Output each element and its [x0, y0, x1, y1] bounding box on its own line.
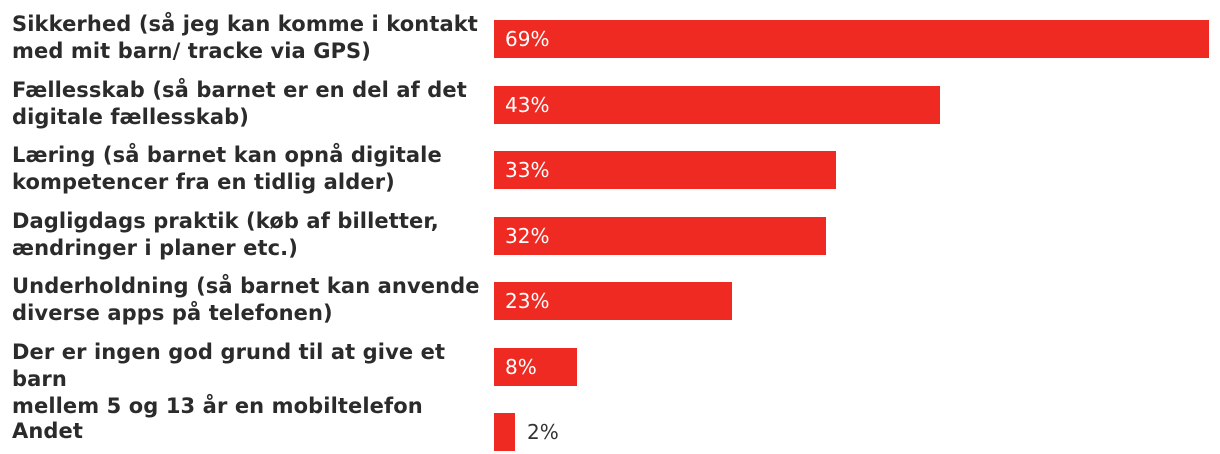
- bar: [494, 348, 577, 386]
- bar: [494, 151, 836, 189]
- category-label: Andet: [12, 419, 84, 443]
- value-label: 69%: [505, 27, 550, 51]
- value-label: 33%: [505, 158, 550, 182]
- category-label: Dagligdags praktik (køb af billetter, æn…: [12, 209, 439, 260]
- bar: [494, 86, 940, 124]
- category-label: Fællesskab (så barnet er en del af det d…: [12, 78, 467, 129]
- value-label: 2%: [527, 420, 559, 444]
- bar: [494, 20, 1209, 58]
- category-label: Sikkerhed (så jeg kan komme i kontakt me…: [12, 12, 478, 63]
- category-label: Læring (så barnet kan opnå digitale komp…: [12, 143, 442, 194]
- bar: [494, 413, 515, 451]
- value-label: 23%: [505, 289, 550, 313]
- category-label: Underholdning (så barnet kan anvende div…: [12, 274, 480, 325]
- bar: [494, 217, 826, 255]
- category-label: Der er ingen god grund til at give et ba…: [12, 340, 446, 418]
- value-label: 43%: [505, 93, 550, 117]
- value-label: 32%: [505, 224, 550, 248]
- value-label: 8%: [505, 355, 537, 379]
- bar: [494, 282, 732, 320]
